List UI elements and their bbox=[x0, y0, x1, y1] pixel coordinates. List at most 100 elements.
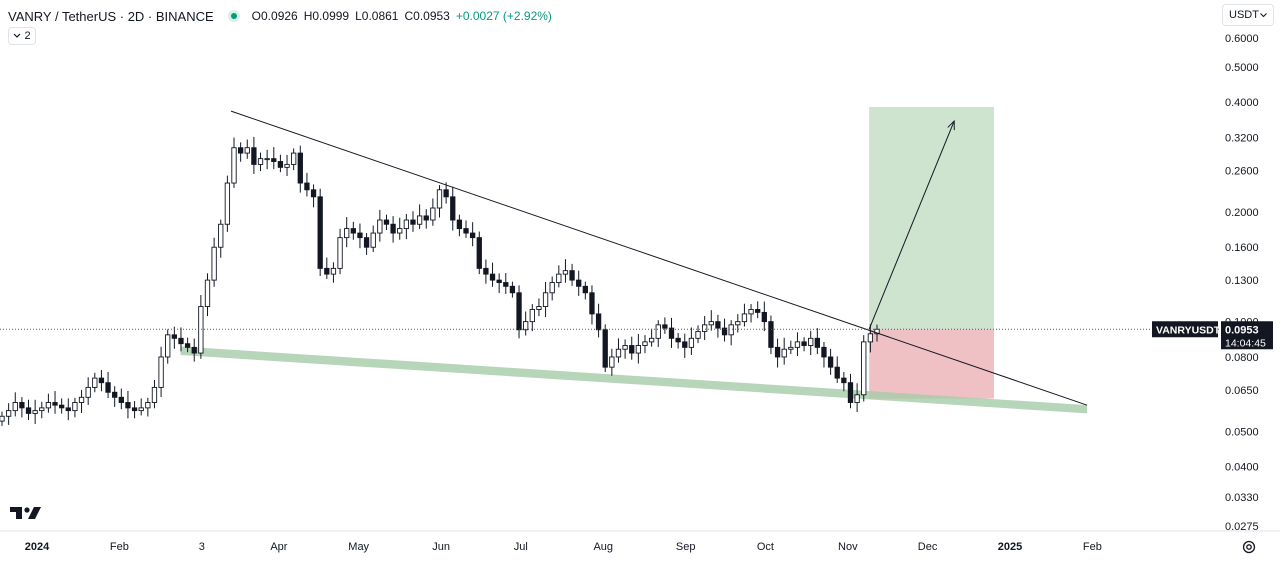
support-band-shape[interactable] bbox=[180, 346, 1088, 414]
candle[interactable] bbox=[741, 303, 748, 327]
projection-arrow[interactable] bbox=[868, 120, 955, 330]
candle[interactable] bbox=[65, 398, 71, 421]
candle[interactable] bbox=[814, 328, 820, 355]
candle[interactable] bbox=[158, 346, 164, 397]
candle[interactable] bbox=[244, 139, 250, 159]
candle[interactable] bbox=[801, 337, 807, 352]
candle[interactable] bbox=[72, 397, 78, 418]
candle[interactable] bbox=[330, 262, 337, 283]
stop-zone[interactable] bbox=[869, 329, 995, 399]
candle[interactable] bbox=[582, 281, 588, 300]
candle[interactable] bbox=[675, 332, 681, 349]
candle[interactable] bbox=[655, 320, 661, 347]
candle[interactable] bbox=[350, 221, 356, 240]
candle[interactable] bbox=[125, 390, 131, 419]
candle[interactable] bbox=[211, 237, 217, 287]
candle[interactable] bbox=[788, 340, 794, 355]
candle[interactable] bbox=[847, 373, 854, 409]
candle[interactable] bbox=[595, 303, 602, 338]
candle[interactable] bbox=[549, 276, 555, 301]
candle[interactable] bbox=[370, 225, 376, 253]
candle[interactable] bbox=[423, 209, 429, 229]
candle[interactable] bbox=[5, 403, 12, 425]
candle[interactable] bbox=[834, 356, 840, 383]
candle[interactable] bbox=[231, 137, 237, 188]
candle[interactable] bbox=[854, 383, 860, 413]
candle[interactable] bbox=[576, 270, 582, 296]
candle[interactable] bbox=[827, 348, 834, 375]
candle[interactable] bbox=[138, 398, 144, 416]
candle[interactable] bbox=[112, 386, 118, 407]
candle[interactable] bbox=[59, 398, 65, 414]
settings-gear-icon[interactable] bbox=[1241, 539, 1257, 555]
candle[interactable] bbox=[165, 329, 171, 364]
candle[interactable] bbox=[841, 372, 847, 392]
candle[interactable] bbox=[735, 314, 741, 333]
candle[interactable] bbox=[695, 325, 701, 344]
candle[interactable] bbox=[317, 188, 323, 277]
upper-trendline[interactable] bbox=[230, 110, 1088, 406]
candle[interactable] bbox=[264, 149, 270, 170]
candle[interactable] bbox=[642, 335, 648, 354]
candle[interactable] bbox=[503, 273, 509, 294]
candle[interactable] bbox=[496, 273, 502, 294]
candle[interactable] bbox=[463, 220, 469, 238]
candle[interactable] bbox=[92, 372, 98, 393]
candle[interactable] bbox=[821, 341, 827, 368]
candle[interactable] bbox=[297, 145, 303, 193]
candle[interactable] bbox=[151, 379, 158, 409]
candle[interactable] bbox=[191, 338, 197, 362]
candle[interactable] bbox=[436, 185, 443, 218]
candle[interactable] bbox=[702, 316, 708, 341]
candle[interactable] bbox=[416, 204, 423, 230]
candle[interactable] bbox=[483, 259, 489, 284]
candle[interactable] bbox=[284, 154, 290, 176]
candle[interactable] bbox=[257, 152, 264, 172]
candle[interactable] bbox=[403, 213, 410, 240]
candle[interactable] bbox=[728, 320, 734, 346]
candle[interactable] bbox=[45, 393, 52, 413]
candle[interactable] bbox=[456, 214, 463, 237]
candle[interactable] bbox=[715, 314, 721, 338]
currency-selector[interactable]: USDT bbox=[1222, 4, 1274, 26]
candle[interactable] bbox=[781, 337, 787, 365]
candle[interactable] bbox=[708, 310, 714, 331]
candle[interactable] bbox=[622, 339, 628, 359]
candle[interactable] bbox=[363, 232, 370, 255]
candle[interactable] bbox=[748, 304, 754, 323]
candle[interactable] bbox=[562, 259, 569, 283]
candle[interactable] bbox=[324, 257, 330, 279]
candle[interactable] bbox=[310, 184, 317, 208]
candle[interactable] bbox=[131, 401, 138, 419]
candle[interactable] bbox=[430, 198, 436, 226]
candle[interactable] bbox=[52, 390, 58, 414]
candle[interactable] bbox=[569, 263, 575, 286]
candle[interactable] bbox=[635, 333, 642, 364]
candle[interactable] bbox=[204, 273, 211, 317]
tradingview-logo-icon[interactable] bbox=[10, 505, 42, 521]
candle[interactable] bbox=[118, 388, 124, 410]
candle[interactable] bbox=[397, 217, 403, 240]
candle[interactable] bbox=[615, 338, 622, 363]
candle[interactable] bbox=[277, 154, 284, 173]
candle[interactable] bbox=[443, 182, 449, 204]
candle[interactable] bbox=[145, 397, 151, 417]
candle[interactable] bbox=[682, 333, 688, 358]
candle[interactable] bbox=[98, 369, 105, 392]
candle[interactable] bbox=[536, 298, 542, 317]
candle[interactable] bbox=[794, 332, 801, 356]
candle[interactable] bbox=[178, 327, 184, 352]
candle[interactable] bbox=[357, 223, 363, 249]
candle[interactable] bbox=[344, 217, 350, 248]
candle[interactable] bbox=[271, 147, 277, 170]
candle[interactable] bbox=[648, 328, 655, 347]
candle[interactable] bbox=[19, 397, 25, 418]
candle[interactable] bbox=[105, 371, 111, 399]
candle[interactable] bbox=[85, 377, 91, 405]
candle[interactable] bbox=[662, 317, 668, 334]
candle[interactable] bbox=[688, 327, 695, 356]
candle[interactable] bbox=[774, 338, 781, 368]
candle[interactable] bbox=[861, 335, 867, 402]
candle[interactable] bbox=[629, 336, 635, 360]
candle[interactable] bbox=[12, 392, 18, 417]
